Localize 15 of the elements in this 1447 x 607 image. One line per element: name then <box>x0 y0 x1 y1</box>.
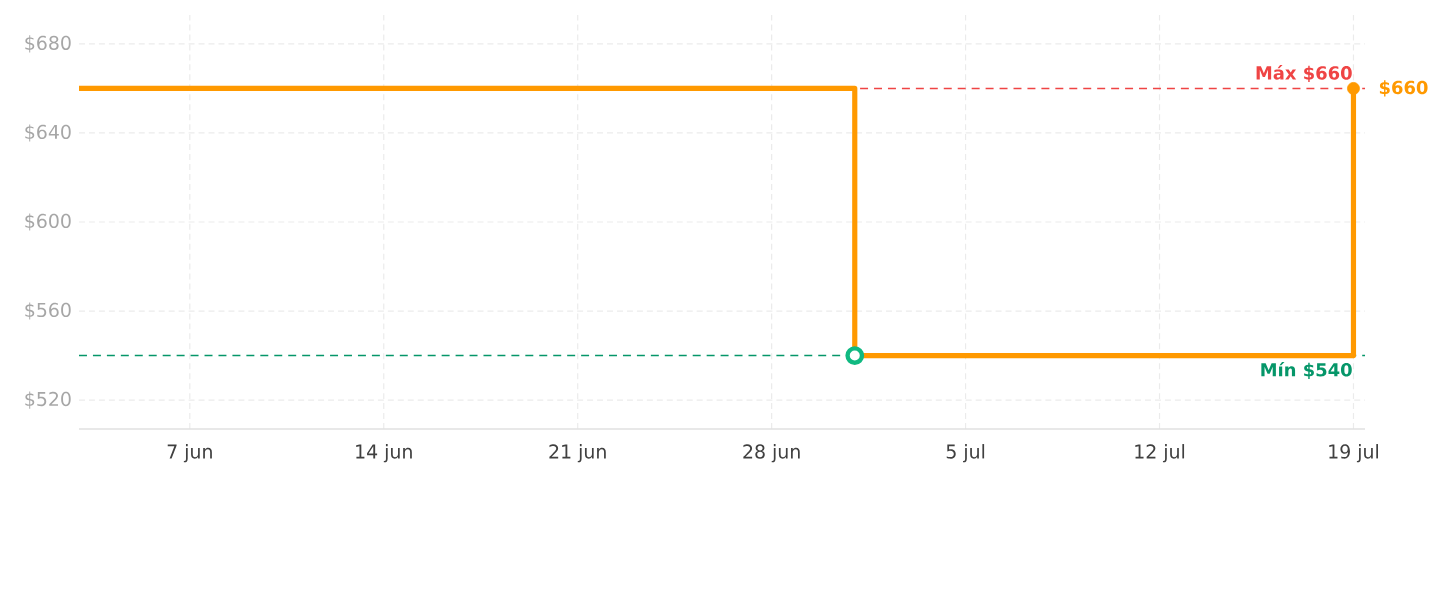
x-tick-label: 28 jun <box>743 444 800 463</box>
y-tick-label: $560 <box>25 302 71 320</box>
x-tick-label: 14 jun <box>356 444 412 463</box>
x-tick-label: 5 jul <box>946 444 985 463</box>
x-tick-label: 21 jun <box>549 444 606 463</box>
y-tick-label: $600 <box>25 213 71 231</box>
annotation: $660 <box>1379 80 1428 97</box>
x-tick-label: 7 jun <box>167 444 212 463</box>
ref-line-label: Máx $660 <box>1256 65 1352 83</box>
y-tick-label: $640 <box>25 124 71 142</box>
y-tick-label: $520 <box>25 391 71 409</box>
x-tick-label: 19 jul <box>1329 444 1378 463</box>
y-tick-label: $680 <box>25 35 71 53</box>
x-tick-label: 12 jul <box>1135 444 1185 463</box>
ref-line-label: Mín $540 <box>1261 361 1352 379</box>
